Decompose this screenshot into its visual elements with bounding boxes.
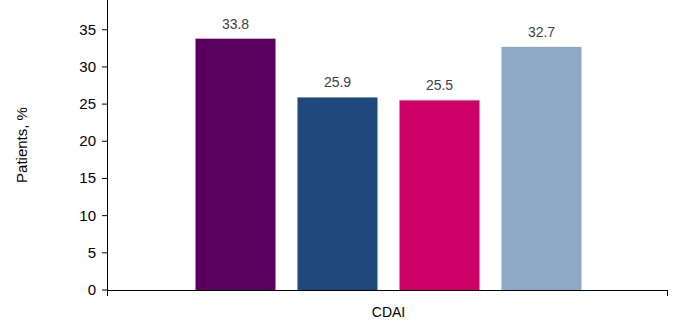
- x-axis-end-tick: [107, 290, 108, 296]
- y-tick: [102, 141, 107, 142]
- bar: [196, 39, 276, 290]
- y-axis: [107, 0, 108, 290]
- y-tick: [102, 178, 107, 179]
- chart-svg: 0 5 10 15 20 25 30 35 Patients, % 33.8 25.9 25.5 32.…: [0, 0, 674, 327]
- y-axis-title: Patients, %: [13, 107, 30, 183]
- y-tick-label: 35: [79, 21, 96, 38]
- x-axis: [107, 290, 668, 291]
- bar: [298, 97, 378, 290]
- y-tick-label: 5: [88, 244, 96, 261]
- y-tick: [102, 29, 107, 30]
- y-tick: [102, 66, 107, 67]
- data-label: 25.9: [324, 74, 351, 90]
- y-tick-label: 20: [79, 132, 96, 149]
- data-labels: 33.8 25.9 25.5 32.7: [222, 16, 555, 94]
- data-label: 32.7: [528, 24, 555, 40]
- y-tick-label: 25: [79, 95, 96, 112]
- y-tick: [102, 252, 107, 253]
- y-tick: [102, 104, 107, 105]
- y-tick: [102, 290, 107, 291]
- x-axis-end-tick: [667, 290, 668, 296]
- bars: [196, 39, 582, 290]
- y-tick-label: 0: [88, 281, 96, 298]
- x-tick-label: CDAI: [372, 304, 405, 320]
- bar: [400, 100, 480, 290]
- data-label: 25.5: [426, 77, 453, 93]
- bar: [502, 47, 582, 290]
- data-label: 33.8: [222, 16, 249, 32]
- y-tick-label: 15: [79, 169, 96, 186]
- y-tick-label: 10: [79, 207, 96, 224]
- y-tick-label: 30: [79, 58, 96, 75]
- y-tick: [102, 215, 107, 216]
- chart-container: 0 5 10 15 20 25 30 35 Patients, % 33.8 25.9 25.5 32.…: [0, 0, 674, 327]
